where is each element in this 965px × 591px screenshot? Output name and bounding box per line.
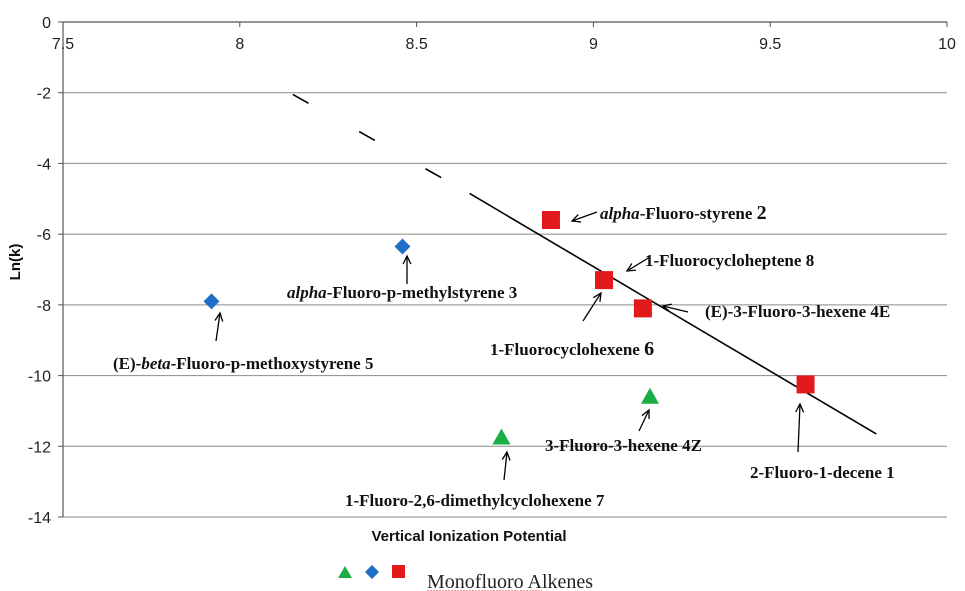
annotation-arrowhead: [214, 311, 224, 322]
annotation-label: (E)-beta-Fluoro-p-methoxystyrene 5: [113, 354, 373, 373]
x-tick-label: 8: [235, 36, 244, 53]
annotations: alpha-Fluoro-styrene 2 1-Fluorocyclohepte…: [113, 202, 895, 510]
data-point-triangle: [492, 428, 511, 445]
axes: [58, 21, 948, 518]
annotation-arrow: [503, 451, 508, 481]
y-tick-label: 0: [42, 15, 51, 32]
annotation-arrow: [662, 305, 689, 313]
x-tick-labels: 7.5 8 8.5 9 9.5 10: [52, 36, 956, 53]
data-points: [203, 211, 815, 445]
data-point-diamond: [394, 238, 411, 255]
annotation-arrow: [626, 256, 651, 272]
fit-line: [292, 93, 877, 435]
x-tick-label: 8.5: [405, 36, 427, 53]
y-tick-label: -14: [28, 510, 51, 527]
annotation-label: 3-Fluoro-3-hexene 4Z: [545, 436, 702, 455]
data-point-square: [633, 299, 652, 318]
regression-line-extrapolated: [292, 93, 471, 195]
annotation-arrowhead: [795, 402, 805, 413]
legend-diamond-marker: [365, 565, 379, 579]
y-tick-label: -10: [28, 369, 51, 386]
x-tick-label: 9: [589, 36, 598, 53]
annotation-arrowhead: [641, 408, 650, 420]
annotation-arrow: [582, 292, 602, 322]
data-point-square: [595, 271, 614, 290]
legend-triangle-marker: [338, 566, 352, 578]
legend-label: Monofluoro Alkenes: [427, 571, 593, 591]
x-tick-label: 10: [938, 36, 956, 53]
annotation-arrowhead: [661, 303, 672, 313]
data-point-square: [796, 375, 815, 394]
annotation-arrowhead: [592, 291, 602, 303]
annotation-arrow: [215, 312, 221, 342]
annotation-label: 2-Fluoro-1-decene 1: [750, 463, 895, 482]
legend: Monofluoro Alkenes: [338, 565, 593, 591]
y-axis-title: Ln(k): [7, 244, 24, 281]
annotation-label: 1-Fluoro-2,6-dimethylcyclohexene 7: [345, 491, 605, 510]
annotation-label: 1-Fluorocyclohexene 6: [490, 338, 654, 360]
annotation-arrowhead: [402, 254, 412, 265]
data-point-triangle: [640, 387, 659, 404]
data-point-diamond: [203, 293, 220, 310]
y-tick-label: -6: [37, 227, 51, 244]
x-tick-label: 7.5: [52, 36, 74, 53]
annotation-arrow: [638, 409, 650, 432]
data-point-square: [541, 211, 560, 229]
y-tick-label: -12: [28, 439, 51, 456]
y-tick-labels: 0 -2 -4 -6 -8 -10 -12 -14: [28, 15, 51, 527]
regression-line: [469, 192, 877, 435]
legend-square-marker: [392, 565, 405, 578]
x-tick-label: 9.5: [759, 36, 781, 53]
x-axis-title: Vertical Ionization Potential: [371, 528, 566, 545]
y-tick-label: -8: [37, 298, 51, 315]
annotation-arrows: [214, 211, 805, 481]
annotation-label: alpha-Fluoro-styrene 2: [600, 202, 767, 224]
annotation-arrowhead: [501, 450, 511, 461]
annotation-arrowhead: [570, 214, 582, 223]
y-tick-label: -4: [37, 156, 51, 173]
annotation-label: (E)-3-Fluoro-3-hexene 4E: [705, 302, 890, 321]
annotation-arrow: [797, 403, 801, 453]
annotation-arrow: [571, 211, 598, 222]
y-tick-label: -2: [37, 86, 51, 103]
annotation-label: 1-Fluorocycloheptene 8: [645, 251, 814, 270]
annotation-arrowhead: [625, 263, 637, 272]
annotation-label: alpha-Fluoro-p-methylstyrene 3: [287, 283, 517, 302]
